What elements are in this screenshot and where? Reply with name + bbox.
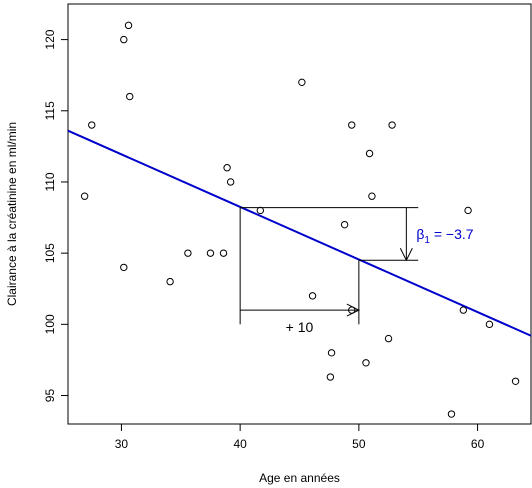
data-point [206, 249, 215, 257]
data-point [326, 373, 335, 381]
y-tick-label: 105 [43, 243, 57, 263]
data-point [459, 306, 468, 314]
beta-symbol: β [416, 226, 424, 242]
plot-box [67, 3, 532, 425]
beta-label: β1 = −3.7 [416, 226, 473, 246]
x-tick-label: 60 [471, 437, 485, 451]
data-point [384, 334, 393, 343]
data-point [184, 249, 192, 257]
y-axis: 95 100 105 110 115 120 [43, 29, 68, 402]
data-point [226, 178, 235, 186]
y-tick-label: 115 [43, 101, 57, 120]
data-point [120, 263, 128, 272]
data-points [80, 21, 520, 418]
data-point [485, 320, 494, 329]
data-point [447, 410, 456, 418]
data-point [388, 121, 396, 129]
data-point [368, 192, 376, 200]
regression-line [67, 129, 532, 337]
y-axis-label: Clairance à la créatinine en ml/min [5, 122, 19, 306]
data-point [120, 35, 128, 44]
x-step-label: + 10 [286, 319, 314, 335]
x-axis-label: Age en années [259, 471, 340, 485]
data-point [327, 349, 336, 357]
data-point [340, 220, 349, 229]
x-axis: 30 40 50 60 [115, 424, 485, 451]
y-tick-label: 95 [43, 389, 57, 403]
data-point [511, 377, 520, 385]
data-point [219, 249, 228, 257]
x-tick-label: 50 [352, 437, 366, 451]
data-point [362, 359, 370, 367]
y-tick-label: 110 [43, 172, 57, 191]
data-point [124, 21, 133, 30]
x-tick-label: 40 [233, 437, 247, 451]
beta-value: = −3.7 [430, 226, 474, 242]
data-point [365, 149, 374, 158]
x-tick-label: 30 [115, 437, 129, 451]
data-point [298, 78, 306, 87]
beta-subscript: 1 [424, 235, 430, 246]
data-point [256, 206, 265, 215]
data-point [80, 192, 89, 200]
data-point [166, 277, 174, 286]
y-tick-label: 120 [43, 29, 57, 49]
data-point [126, 92, 134, 101]
data-point [223, 164, 231, 172]
data-point [464, 206, 472, 215]
y-tick-label: 100 [43, 314, 57, 334]
y-step-arrow-head [399, 248, 413, 262]
data-point [308, 292, 317, 300]
slope-annotation: + 10 β1 = −3.7 [239, 207, 474, 335]
data-point [88, 121, 96, 129]
data-point [348, 121, 356, 129]
